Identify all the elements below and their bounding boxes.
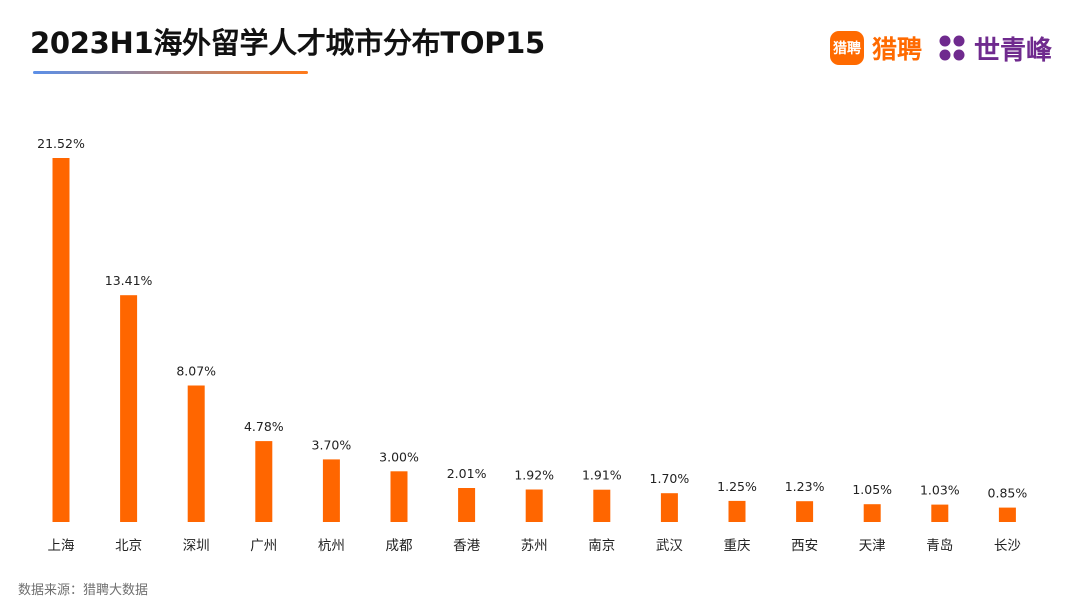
bar-11 — [796, 501, 814, 522]
chart-title: 2023H1海外留学人才城市分布TOP15 — [30, 26, 545, 60]
category-label-5: 成都 — [386, 538, 413, 554]
bar-9 — [660, 493, 678, 522]
value-label-3: 4.78% — [244, 419, 284, 434]
value-labels-layer: 21.52% 13.41% 8.07% 4.78% 3.70% 3.00% 2.01% 1.9… — [37, 136, 1027, 501]
value-label-14: 0.85% — [988, 486, 1028, 501]
category-label-7: 苏州 — [521, 538, 548, 554]
value-label-12: 1.05% — [852, 482, 892, 497]
bar-14 — [998, 507, 1016, 522]
shiqingfeng-logo-text: 世青峰 — [973, 35, 1052, 66]
liepin-logo-text: 猎聘 — [871, 35, 922, 64]
bar-4 — [322, 459, 340, 522]
bar-5 — [390, 471, 408, 522]
bar-3 — [255, 441, 273, 522]
bar-13 — [931, 504, 949, 522]
category-label-11: 西安 — [791, 538, 818, 554]
category-label-6: 香港 — [453, 538, 480, 554]
value-label-8: 1.91% — [582, 468, 622, 483]
value-label-1: 13.41% — [105, 273, 153, 288]
data-source: 数据来源：猎聘大数据 — [18, 583, 149, 598]
category-labels-layer: 上海 北京 深圳 广州 杭州 成都 香港 苏州 南京 武汉 重庆 西安 天津 青岛 长沙 — [48, 538, 1021, 554]
value-label-13: 1.03% — [920, 483, 960, 498]
category-label-0: 上海 — [48, 538, 75, 554]
category-label-9: 武汉 — [656, 538, 684, 554]
value-label-2: 8.07% — [176, 364, 216, 379]
bar-8 — [593, 489, 611, 522]
brand-logos: 猎聘 猎聘 世青峰 — [829, 28, 1052, 68]
bars-layer — [52, 158, 1016, 522]
category-label-2: 深圳 — [183, 538, 210, 554]
bar-10 — [728, 500, 746, 522]
bar-0 — [52, 158, 70, 522]
value-label-4: 3.70% — [312, 437, 352, 452]
category-label-10: 重庆 — [724, 538, 751, 554]
value-label-9: 1.70% — [650, 471, 690, 486]
value-label-7: 1.92% — [514, 468, 554, 483]
value-label-5: 3.00% — [379, 449, 419, 464]
category-label-14: 长沙 — [994, 538, 1021, 554]
bar-2 — [187, 385, 205, 522]
clover-grid-icon — [939, 35, 965, 61]
bar-6 — [458, 488, 476, 522]
category-label-13: 青岛 — [926, 538, 953, 554]
title-underline — [33, 71, 308, 74]
bar-7 — [525, 489, 543, 522]
category-label-8: 南京 — [588, 538, 615, 554]
category-label-1: 北京 — [115, 538, 142, 554]
value-label-0: 21.52% — [37, 136, 85, 151]
category-label-4: 杭州 — [318, 538, 345, 554]
category-label-3: 广州 — [250, 538, 277, 554]
category-label-12: 天津 — [859, 538, 886, 554]
liepin-badge-icon: 猎聘 — [829, 31, 864, 65]
value-label-10: 1.25% — [717, 479, 757, 494]
bar-1 — [120, 295, 138, 522]
bar-12 — [863, 504, 881, 522]
value-label-6: 2.01% — [447, 466, 487, 481]
value-label-11: 1.23% — [785, 479, 825, 494]
